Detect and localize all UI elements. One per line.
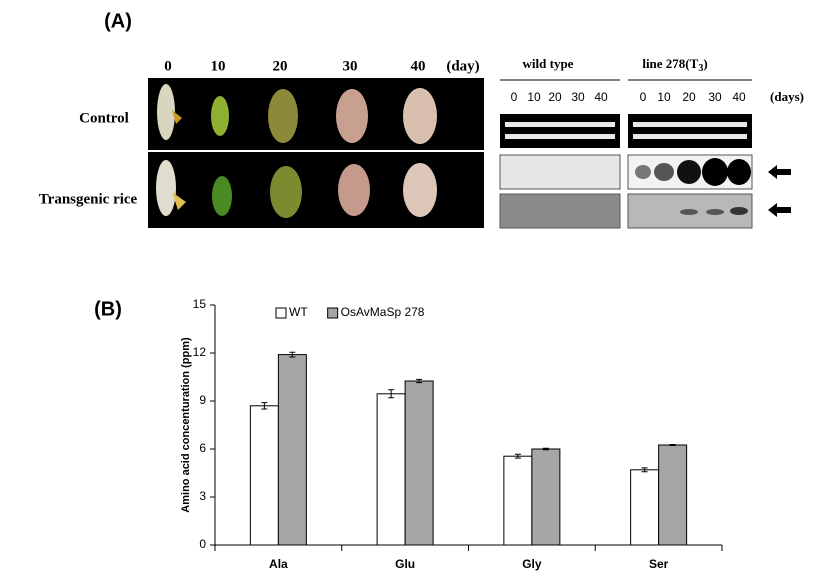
panel-label: (B): [94, 298, 122, 320]
bar: [404, 380, 434, 546]
y-tick-label: 3: [199, 489, 206, 503]
day-label: 40: [411, 58, 426, 74]
y-tick-label: 12: [193, 345, 207, 359]
bar: [277, 354, 307, 546]
bar: [376, 393, 406, 546]
error-bar: [514, 453, 521, 459]
lane-label: 0: [640, 90, 647, 104]
grain-photo: [148, 78, 484, 228]
error-bar: [542, 447, 549, 451]
bar: [658, 444, 688, 546]
blot-title-main: line 278(T: [642, 56, 698, 71]
error-bar: [261, 402, 268, 410]
lane-label: 30: [708, 90, 722, 104]
x-tick-label: Ala: [269, 557, 288, 571]
legend-swatch: [327, 307, 339, 319]
day-label: 30: [343, 58, 358, 74]
x-tick-label: Glu: [395, 557, 415, 571]
blot-title-subscript: 3: [698, 63, 703, 74]
day-label: 20: [273, 58, 288, 74]
y-axis-label: Amino acid concenturation (ppm): [180, 337, 192, 513]
lane-label: 20: [682, 90, 696, 104]
x-tick-label: Gly: [522, 557, 542, 571]
y-tick-label: 6: [199, 441, 206, 455]
day-unit: (day): [446, 58, 479, 74]
error-bar: [669, 444, 676, 446]
lane-label: 40: [732, 90, 746, 104]
legend-swatch: [275, 307, 287, 319]
day-label: 0: [164, 58, 172, 74]
lane-unit: (days): [770, 89, 804, 104]
lane-label: 0: [511, 90, 518, 104]
bar: [531, 448, 561, 546]
bar-chart: 0 3 6 9 12 15 Ala Glu Gly Ser WT OsAvMaSp 278: [193, 297, 723, 571]
blot-title-close: ): [703, 56, 707, 71]
blot: [499, 114, 753, 229]
y-tick-label: 15: [193, 297, 207, 311]
row-label: Transgenic rice: [39, 191, 138, 207]
blot-title: wild type: [523, 56, 574, 71]
bar: [630, 469, 660, 546]
y-tick-label: 0: [199, 537, 206, 551]
blot-title: line 278(T3): [642, 56, 707, 74]
legend-label: WT: [289, 305, 308, 319]
y-tick-label: 9: [199, 393, 206, 407]
arrow: [768, 165, 791, 217]
bar: [503, 455, 533, 546]
error-bar: [289, 351, 296, 358]
lane-label: 40: [594, 90, 608, 104]
error-bar: [416, 378, 423, 384]
panel-label: (A): [104, 10, 132, 32]
lane-label: 10: [527, 90, 541, 104]
error-bar: [388, 389, 395, 399]
legend-label: OsAvMaSp 278: [341, 305, 425, 319]
lane-label: 30: [571, 90, 585, 104]
bar: [249, 405, 279, 546]
row-label: Control: [79, 110, 129, 126]
error-bar: [641, 467, 648, 473]
lane-label: 20: [548, 90, 562, 104]
x-tick-label: Ser: [649, 557, 669, 571]
lane-label: 10: [657, 90, 671, 104]
day-label: 10: [211, 58, 226, 74]
